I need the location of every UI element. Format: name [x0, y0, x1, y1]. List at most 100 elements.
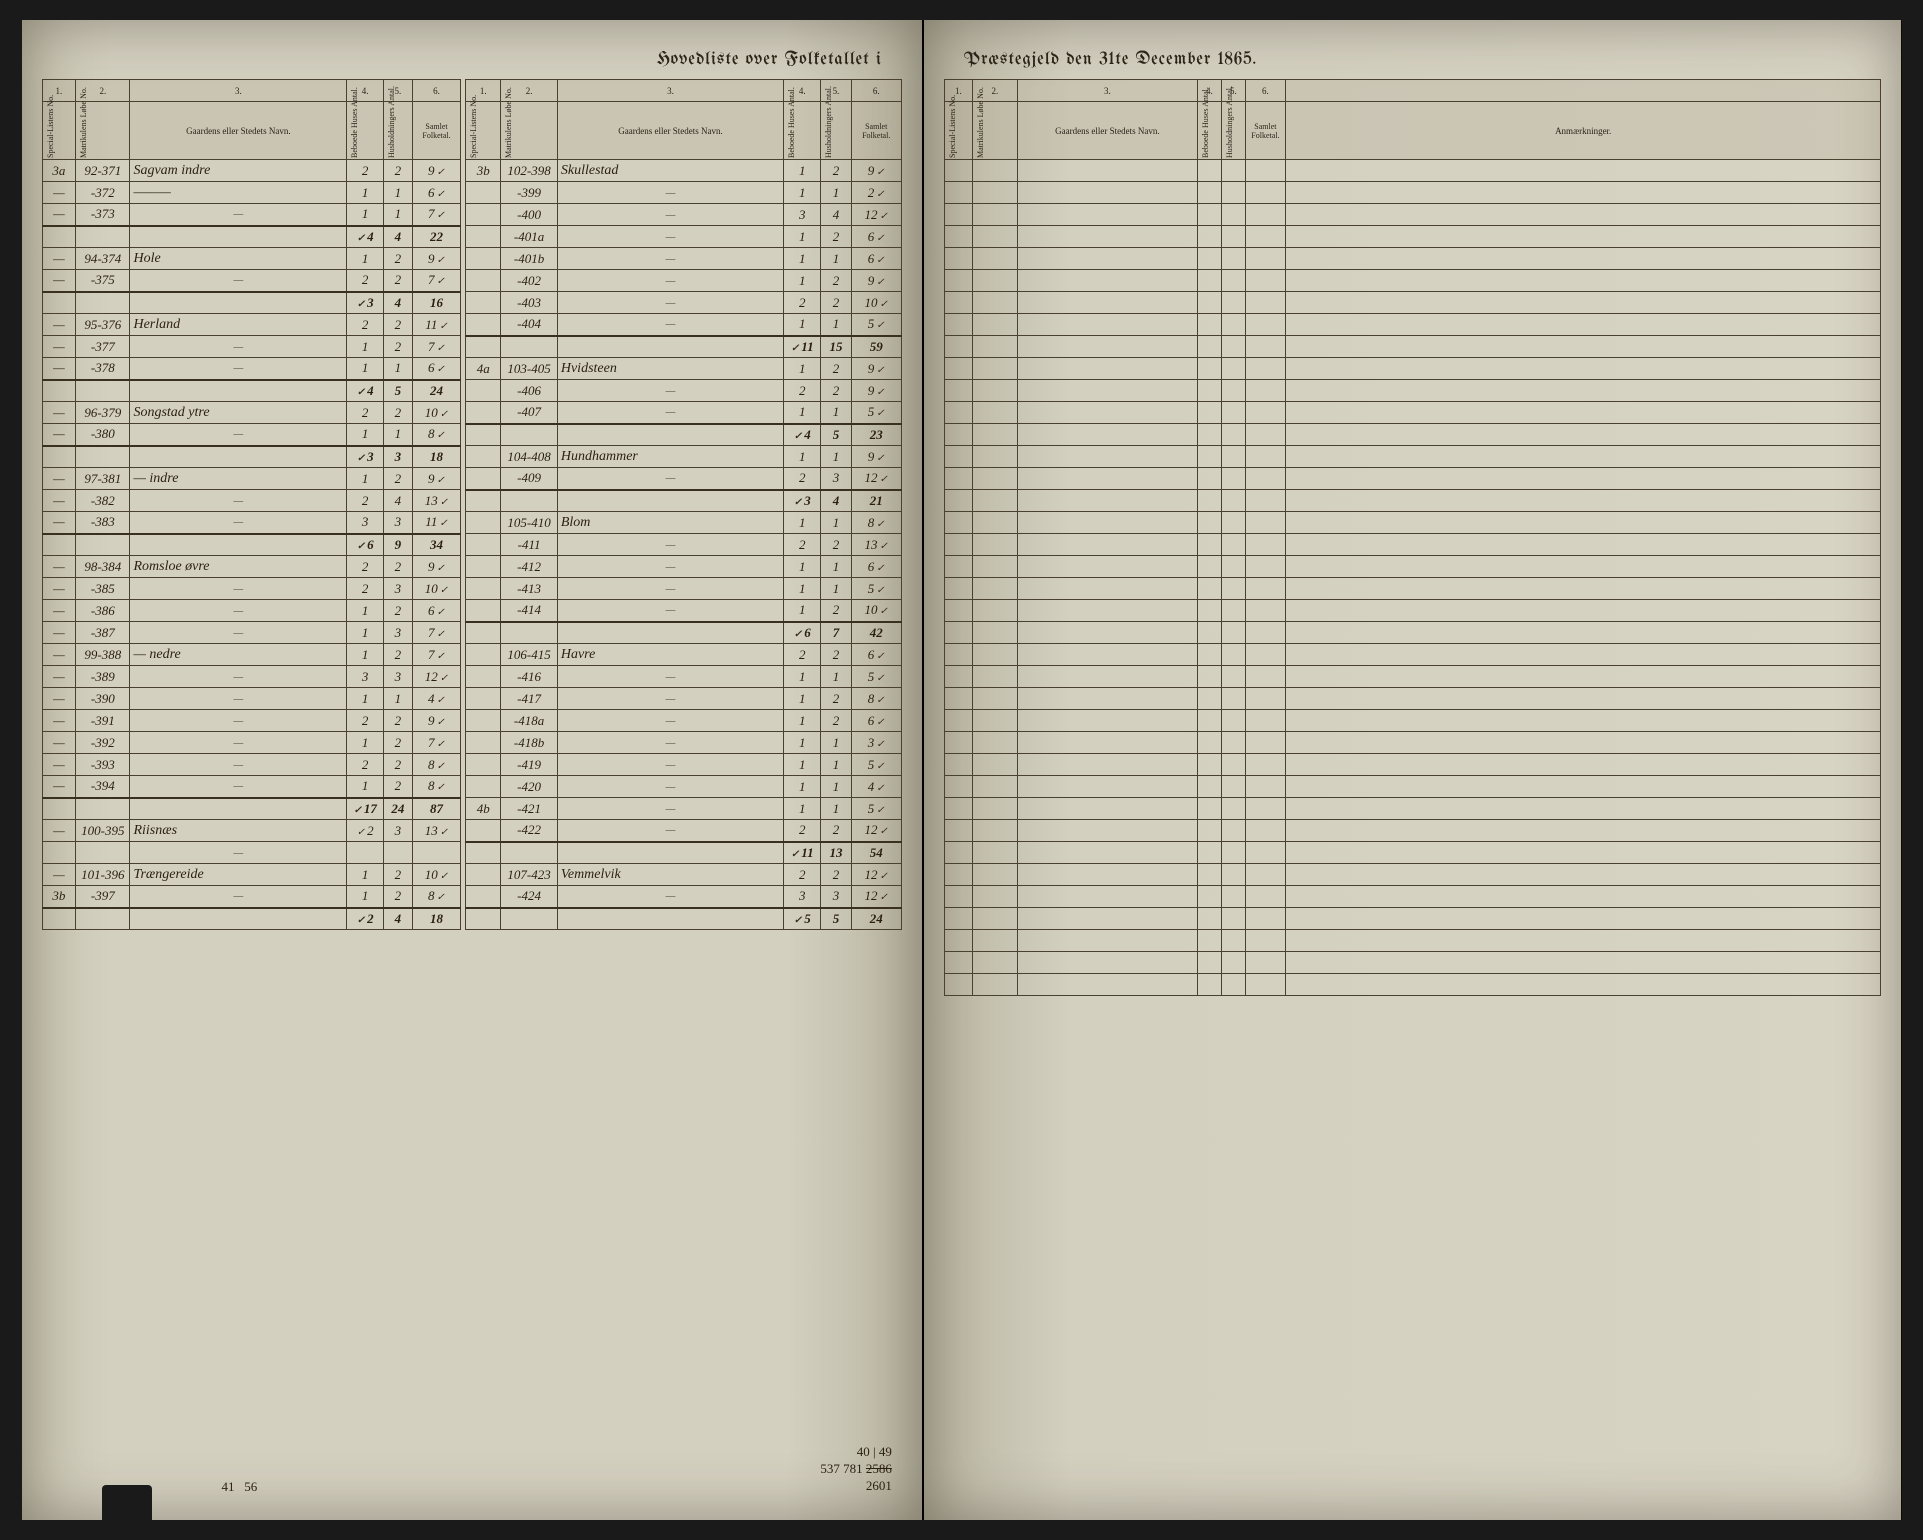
- farm-name-cell: —: [130, 490, 347, 512]
- table-row: 3b102-398Skullestad129: [466, 160, 902, 182]
- farm-name-cell: [130, 226, 347, 248]
- numeric-cell: 2: [347, 556, 384, 578]
- table-row: [944, 688, 1881, 710]
- numeric-cell: [466, 424, 501, 446]
- numeric-cell: 3: [383, 512, 412, 534]
- numeric-cell: 87: [412, 798, 460, 820]
- numeric-cell: [42, 908, 76, 930]
- col-header-anm: Anmærkninger.: [1285, 102, 1881, 160]
- farm-name-cell: —: [130, 842, 347, 864]
- table-row: —-373—117: [42, 204, 461, 226]
- table-row: -409—2312: [466, 468, 902, 490]
- numeric-cell: 10: [412, 864, 460, 886]
- table-row: -422—2212: [466, 820, 902, 842]
- numeric-cell: 8: [851, 512, 901, 534]
- numeric-cell: 1: [784, 732, 821, 754]
- table-row: 111559: [466, 336, 902, 358]
- numeric-cell: 12: [851, 864, 901, 886]
- table-row: -420—114: [466, 776, 902, 798]
- numeric-cell: 4: [383, 908, 412, 930]
- farm-name-cell: Havre: [557, 644, 783, 666]
- numeric-cell: 3: [347, 446, 384, 468]
- numeric-cell: 9: [851, 358, 901, 380]
- numeric-cell: 4a: [466, 358, 501, 380]
- farm-name-cell: Songstad ytre: [130, 402, 347, 424]
- table-row: [944, 820, 1881, 842]
- numeric-cell: 9: [851, 380, 901, 402]
- numeric-cell: 4: [821, 490, 851, 512]
- numeric-cell: —: [42, 732, 76, 754]
- numeric-cell: 59: [851, 336, 901, 358]
- numeric-cell: 104-408: [501, 446, 558, 468]
- numeric-cell: 2: [383, 644, 412, 666]
- numeric-cell: [501, 490, 558, 512]
- numeric-cell: 1: [347, 336, 384, 358]
- numeric-cell: -418a: [501, 710, 558, 732]
- numeric-cell: 11: [412, 512, 460, 534]
- numeric-cell: —: [42, 490, 76, 512]
- numeric-cell: -407: [501, 402, 558, 424]
- table-row: —100-395Riisnæs2313: [42, 820, 461, 842]
- table-row: —-382—2413: [42, 490, 461, 512]
- numeric-cell: 1: [784, 226, 821, 248]
- table-row: —-385—2310: [42, 578, 461, 600]
- table-row: [944, 182, 1881, 204]
- numeric-cell: [42, 798, 76, 820]
- numeric-cell: 1: [383, 358, 412, 380]
- numeric-cell: [466, 270, 501, 292]
- numeric-cell: 2: [383, 314, 412, 336]
- numeric-cell: 2: [821, 270, 851, 292]
- numeric-cell: 3: [347, 512, 384, 534]
- table-row: —-383—3311: [42, 512, 461, 534]
- farm-name-cell: —: [557, 820, 783, 842]
- numeric-cell: -411: [501, 534, 558, 556]
- farm-name-cell: —: [130, 754, 347, 776]
- table-row: [944, 204, 1881, 226]
- table-row: —97-381— indre129: [42, 468, 461, 490]
- numeric-cell: —: [42, 314, 76, 336]
- table-row: 4523: [466, 424, 902, 446]
- numeric-cell: 3: [784, 886, 821, 908]
- table-row: [944, 886, 1881, 908]
- numeric-cell: 2: [821, 380, 851, 402]
- numeric-cell: 13: [821, 842, 851, 864]
- table-row: 172487: [42, 798, 461, 820]
- numeric-cell: 11: [784, 336, 821, 358]
- numeric-cell: [466, 314, 501, 336]
- table-row: —: [42, 842, 461, 864]
- numeric-cell: 1: [347, 776, 384, 798]
- numeric-cell: -389: [76, 666, 130, 688]
- numeric-cell: -393: [76, 754, 130, 776]
- numeric-cell: -399: [501, 182, 558, 204]
- table-row: [944, 908, 1881, 930]
- numeric-cell: 7: [412, 204, 460, 226]
- table-row: 4422: [42, 226, 461, 248]
- numeric-cell: 2: [821, 358, 851, 380]
- numeric-cell: [347, 842, 384, 864]
- table-row: —-389—3312: [42, 666, 461, 688]
- numeric-cell: -421: [501, 798, 558, 820]
- numeric-cell: 3b: [466, 160, 501, 182]
- numeric-cell: 6: [851, 226, 901, 248]
- numeric-cell: 5: [784, 908, 821, 930]
- numeric-cell: 24: [383, 798, 412, 820]
- farm-name-cell: —: [557, 468, 783, 490]
- numeric-cell: 92-371: [76, 160, 130, 182]
- farm-name-cell: Riisnæs: [130, 820, 347, 842]
- numeric-cell: 10: [412, 578, 460, 600]
- footer-left-a: 41 56: [222, 1479, 258, 1495]
- numeric-cell: -387: [76, 622, 130, 644]
- table-row: [944, 556, 1881, 578]
- numeric-cell: 1: [347, 864, 384, 886]
- table-row: -402—129: [466, 270, 902, 292]
- table-row: -418a—126: [466, 710, 902, 732]
- numeric-cell: 1: [784, 556, 821, 578]
- farm-name-cell: [557, 424, 783, 446]
- numeric-cell: —: [42, 622, 76, 644]
- table-row: -414—1210: [466, 600, 902, 622]
- farm-name-cell: —: [557, 402, 783, 424]
- farm-name-cell: —: [130, 622, 347, 644]
- table-row: —95-376Herland2211: [42, 314, 461, 336]
- numeric-cell: 2: [851, 182, 901, 204]
- numeric-cell: 4: [383, 226, 412, 248]
